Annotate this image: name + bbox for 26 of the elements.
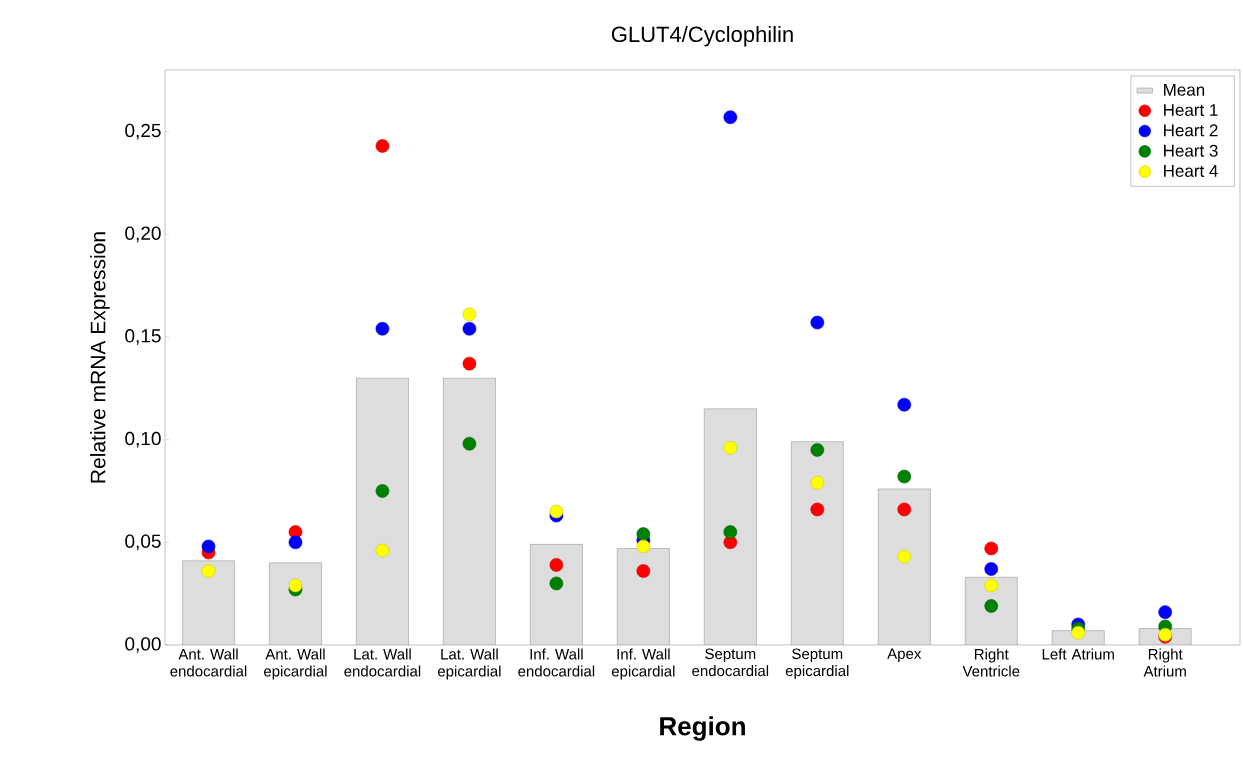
y-tick-label: 0,05 <box>125 534 161 551</box>
x-tick-label: Inf. Wall epicardial <box>611 648 675 680</box>
x-tick-label: Septum epicardial <box>785 648 849 680</box>
y-tick-label: 0,25 <box>125 123 161 140</box>
y-tick-label: 0,15 <box>125 329 161 345</box>
legend-label: Heart 2 <box>1164 124 1218 137</box>
x-tick-label: Apex <box>887 648 922 662</box>
legend-label: Heart 3 <box>1164 144 1218 157</box>
x-tick-label: Right Ventricle <box>962 648 1020 677</box>
x-axis-title: Region <box>660 716 745 741</box>
x-tick-label: Right Atrium <box>1143 648 1186 677</box>
x-tick-label: Ant. Wall epicardial <box>264 648 327 680</box>
y-axis-title: Relative mRNA Expression <box>90 232 110 483</box>
x-tick-label: Septum endocardial <box>692 648 769 677</box>
legend-label: Heart 1 <box>1164 104 1218 116</box>
x-tick-label: Inf. Wall endocardial <box>518 648 595 677</box>
y-tick-label: 0,00 <box>125 637 161 653</box>
x-tick-label: Left Atrium <box>1042 648 1114 660</box>
legend-label: Heart 4 <box>1164 165 1218 177</box>
legend-label: Mean <box>1164 83 1205 96</box>
y-tick-label: 0,10 <box>125 431 161 448</box>
x-tick-label: Lat. Wall epicardial <box>437 648 501 680</box>
y-tick-label: 0,20 <box>125 226 161 243</box>
x-tick-label: Lat. Wall endocardial <box>344 648 421 677</box>
x-tick-label: Ant. Wall endocardial <box>170 648 247 677</box>
chart-title: GLUT4/Cyclophilin <box>611 25 793 47</box>
